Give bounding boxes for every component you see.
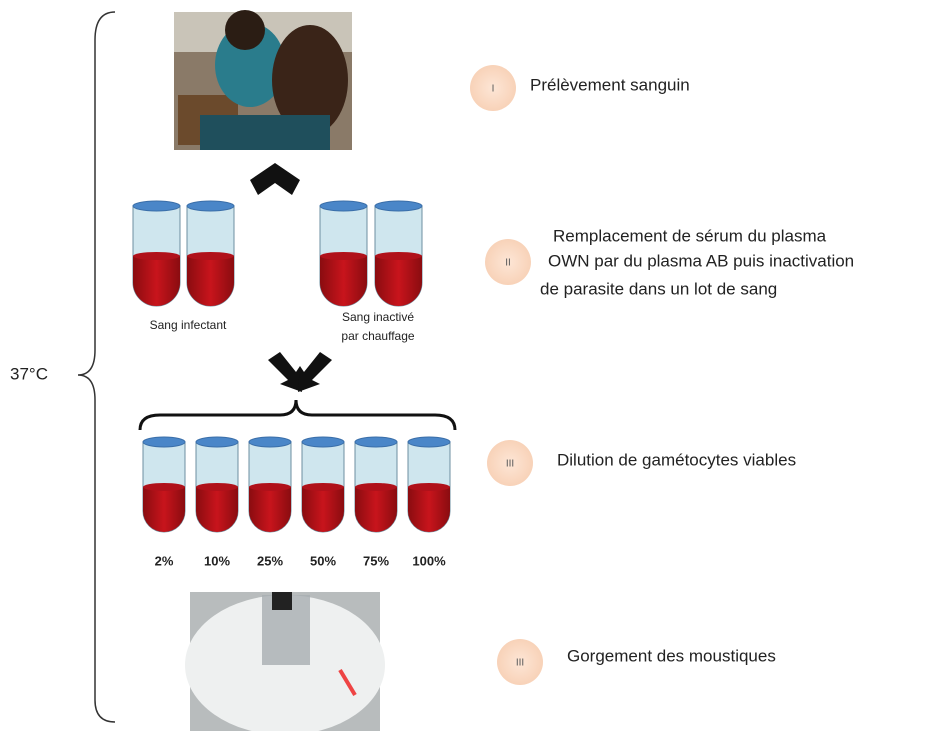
tube-blood bbox=[408, 487, 450, 532]
tube-blood bbox=[355, 487, 397, 532]
step-numeral: II bbox=[505, 258, 511, 269]
tube-cap bbox=[186, 200, 235, 212]
arrow-down bbox=[268, 352, 302, 392]
step-text: Gorgement des moustiques bbox=[567, 646, 776, 665]
step-text: OWN par du plasma AB puis inactivation bbox=[548, 251, 854, 270]
dilution-label: 75% bbox=[363, 553, 389, 568]
tube bbox=[132, 200, 181, 307]
photo-mosquitoes bbox=[185, 592, 385, 731]
temperature: 37°C bbox=[10, 364, 48, 383]
tube-cap bbox=[319, 200, 368, 212]
tube-blood-top bbox=[302, 483, 344, 491]
tube-cap bbox=[195, 436, 239, 448]
dilution-label: 50% bbox=[310, 553, 336, 568]
arrow-up bbox=[250, 163, 300, 195]
tube bbox=[407, 436, 451, 533]
dilution-label: 100% bbox=[412, 553, 446, 568]
tube-blood bbox=[320, 256, 367, 306]
step-numeral: I bbox=[492, 84, 495, 95]
tube bbox=[248, 436, 292, 533]
tube bbox=[374, 200, 423, 307]
step-numeral: III bbox=[516, 658, 524, 669]
tube-cap bbox=[407, 436, 451, 448]
tube-label: Sang infectant bbox=[150, 318, 227, 332]
step-text: de parasite dans un lot de sang bbox=[540, 279, 777, 298]
tube-cap bbox=[132, 200, 181, 212]
tube-blood-top bbox=[196, 483, 238, 491]
step-text: Dilution de gamétocytes viables bbox=[557, 450, 796, 469]
tube-label: Sang inactivé bbox=[342, 310, 414, 324]
tube bbox=[354, 436, 398, 533]
brace bbox=[77, 11, 116, 723]
step-numeral: III bbox=[506, 459, 514, 470]
tube-blood bbox=[143, 487, 185, 532]
step-text: Prélèvement sanguin bbox=[530, 75, 690, 94]
dilution-label: 25% bbox=[257, 553, 283, 568]
tube-cap bbox=[301, 436, 345, 448]
tube-blood-top bbox=[355, 483, 397, 491]
tube bbox=[142, 436, 186, 533]
step-marker bbox=[485, 239, 531, 285]
tube-cap bbox=[354, 436, 398, 448]
dilution-label: 2% bbox=[155, 553, 174, 568]
tube-cap bbox=[374, 200, 423, 212]
tube-blood-top bbox=[375, 252, 422, 260]
tube-blood bbox=[249, 487, 291, 532]
tube-blood bbox=[196, 487, 238, 532]
tube-blood-top bbox=[408, 483, 450, 491]
dilution-brace bbox=[138, 399, 457, 431]
tube bbox=[186, 200, 235, 307]
tube-blood bbox=[187, 256, 234, 306]
step-text: Remplacement de sérum du plasma bbox=[553, 226, 827, 245]
photo-blood-sample bbox=[174, 10, 352, 150]
tube bbox=[301, 436, 345, 533]
tube-blood-top bbox=[133, 252, 180, 260]
tube-blood bbox=[302, 487, 344, 532]
tube-cap bbox=[142, 436, 186, 448]
tube bbox=[195, 436, 239, 533]
tube-blood-top bbox=[187, 252, 234, 260]
tube bbox=[319, 200, 368, 307]
tube-label: par chauffage bbox=[341, 329, 414, 343]
arrow-down bbox=[298, 352, 332, 392]
dilution-label: 10% bbox=[204, 553, 230, 568]
step-marker bbox=[487, 440, 533, 486]
step-marker bbox=[497, 639, 543, 685]
tube-blood-top bbox=[249, 483, 291, 491]
tube-blood bbox=[375, 256, 422, 306]
tube-blood-top bbox=[320, 252, 367, 260]
tube-cap bbox=[248, 436, 292, 448]
tube-blood-top bbox=[143, 483, 185, 491]
step-marker bbox=[470, 65, 516, 111]
tube-blood bbox=[133, 256, 180, 306]
